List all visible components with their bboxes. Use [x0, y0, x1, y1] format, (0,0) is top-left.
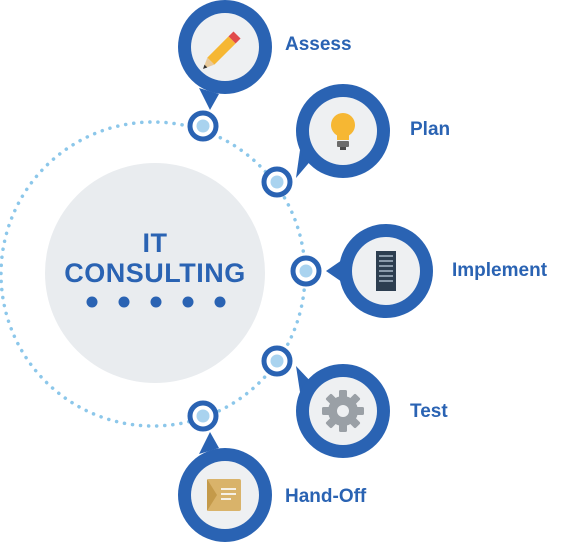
ring-node-plan — [261, 166, 293, 198]
step-plan-bubble — [296, 84, 390, 178]
step-handoff-bubble — [178, 432, 272, 542]
center-dots — [86, 296, 226, 308]
lightbulb-icon — [331, 113, 355, 150]
ring-node-implement — [290, 255, 322, 287]
gear-icon — [322, 390, 364, 432]
step-label-implement: Implement — [452, 260, 548, 281]
ring-node-handoff — [187, 400, 219, 432]
step-label-handoff: Hand-Off — [285, 486, 367, 507]
step-test-bubble — [296, 364, 390, 458]
step-label-assess: Assess — [285, 34, 352, 55]
ring-node-test — [261, 345, 293, 377]
step-label-plan: Plan — [410, 119, 451, 140]
step-label-test: Test — [410, 401, 448, 422]
pencil-icon — [203, 31, 241, 69]
step-assess-bubble — [178, 0, 272, 110]
ring-node-assess — [187, 110, 219, 142]
step-implement-bubble — [326, 224, 433, 318]
center-title-line1: IT — [142, 228, 168, 258]
server-icon — [376, 251, 396, 291]
center-title-line2: CONSULTING — [64, 258, 246, 288]
center-circle — [45, 163, 265, 383]
folder-icon — [207, 479, 241, 511]
